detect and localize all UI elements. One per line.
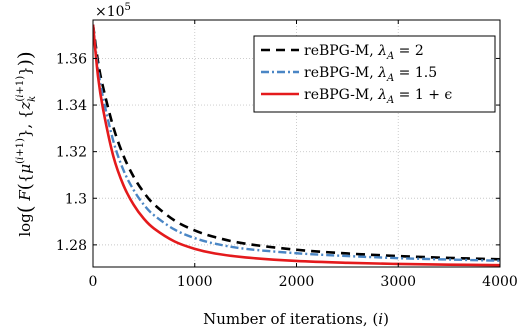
x-tick-label: 4000 (482, 274, 518, 290)
x-tick-label: 2000 (279, 274, 315, 290)
legend: reBPG-M, λA = 2 reBPG-M, λA = 1.5 reBPG-M,… (253, 35, 496, 113)
y-axis-label: log( F({μ(i+1)}, {z(i+1)k})) (13, 51, 38, 236)
tick-marks (92, 20, 501, 267)
series-line-2 (93, 24, 500, 262)
legend-label-2: reBPG-M, λA = 1.5 (304, 65, 437, 84)
series-line-1 (93, 24, 500, 261)
y-tick-label: 1.34 (56, 98, 87, 114)
legend-box (253, 35, 496, 113)
y-exponent-power: 5 (125, 2, 131, 13)
y-tick-label: 1.28 (56, 238, 87, 254)
series-line-3 (93, 24, 500, 267)
y-tick-label: 1.3 (65, 191, 87, 207)
x-tick-label: 0 (89, 274, 98, 290)
x-axis-label: Number of iterations, (i) (203, 310, 389, 328)
y-tick-label: 1.36 (56, 51, 87, 67)
y-exponent-label: ×105 (95, 2, 131, 20)
series-layer (93, 24, 500, 267)
y-tick-label: 1.32 (56, 145, 87, 161)
legend-label-3: reBPG-M, λA = 1 + ϵ (304, 87, 452, 106)
x-tick-label: 3000 (380, 274, 416, 290)
x-tick-label: 1000 (177, 274, 213, 290)
tick-labels: 0 1000 2000 3000 4000 1.28 1.3 1.32 1.34 1.36 (56, 51, 518, 290)
legend-label-1: reBPG-M, λA = 2 (304, 43, 424, 62)
